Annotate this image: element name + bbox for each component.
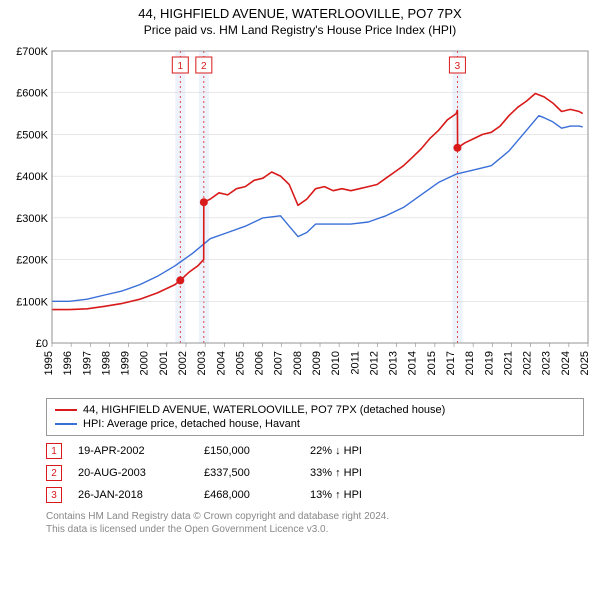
svg-text:£200K: £200K <box>16 255 48 267</box>
svg-text:2018: 2018 <box>464 351 476 375</box>
svg-text:1998: 1998 <box>100 351 112 375</box>
legend-row-hpi: HPI: Average price, detached house, Hava… <box>55 417 575 431</box>
sale-marker-1: 1 <box>46 443 62 459</box>
sale-row: 2 20-AUG-2003 £337,500 33% ↑ HPI <box>46 462 566 484</box>
legend-swatch-hpi <box>55 423 77 425</box>
svg-text:1: 1 <box>178 61 184 72</box>
footnote-line-2: This data is licensed under the Open Gov… <box>46 523 566 536</box>
chart-container: £0 £100K £200K £300K £400K £500K £600K £700K 199… <box>4 45 596 392</box>
svg-text:£0: £0 <box>36 338 48 350</box>
sale-price: £337,500 <box>204 467 294 479</box>
svg-text:£500K: £500K <box>16 129 48 141</box>
svg-text:1997: 1997 <box>81 351 93 375</box>
svg-text:2007: 2007 <box>273 351 285 375</box>
svg-text:2004: 2004 <box>215 351 227 375</box>
svg-text:£100K: £100K <box>16 296 48 308</box>
svg-text:1996: 1996 <box>62 351 74 375</box>
svg-text:2008: 2008 <box>292 351 304 375</box>
svg-text:£600K: £600K <box>16 88 48 100</box>
legend: 44, HIGHFIELD AVENUE, WATERLOOVILLE, PO7… <box>46 398 584 436</box>
sale-price: £150,000 <box>204 445 294 457</box>
svg-text:2: 2 <box>201 61 207 72</box>
svg-text:2013: 2013 <box>388 351 400 375</box>
footnote: Contains HM Land Registry data © Crown c… <box>46 510 566 536</box>
sale-price: £468,000 <box>204 489 294 501</box>
svg-text:2021: 2021 <box>502 351 514 375</box>
svg-text:2010: 2010 <box>330 351 342 375</box>
page-title: 44, HIGHFIELD AVENUE, WATERLOOVILLE, PO7… <box>4 6 596 21</box>
page-subtitle: Price paid vs. HM Land Registry's House … <box>4 23 596 37</box>
svg-text:2019: 2019 <box>483 351 495 375</box>
sale-date: 26-JAN-2018 <box>78 489 188 501</box>
sale-date: 19-APR-2002 <box>78 445 188 457</box>
sale-row: 1 19-APR-2002 £150,000 22% ↓ HPI <box>46 440 566 462</box>
svg-text:3: 3 <box>455 61 461 72</box>
legend-swatch-property <box>55 409 77 411</box>
legend-label-property: 44, HIGHFIELD AVENUE, WATERLOOVILLE, PO7… <box>83 404 445 416</box>
svg-text:2025: 2025 <box>579 351 591 375</box>
sale-marker-2: 2 <box>46 465 62 481</box>
sale-delta: 33% ↑ HPI <box>310 467 420 479</box>
sales-table: 1 19-APR-2002 £150,000 22% ↓ HPI 2 20-AUG-200… <box>46 440 566 506</box>
sale-date: 20-AUG-2003 <box>78 467 188 479</box>
svg-text:2001: 2001 <box>158 351 170 375</box>
svg-text:£300K: £300K <box>16 213 48 225</box>
svg-text:1995: 1995 <box>43 351 55 375</box>
svg-text:2003: 2003 <box>196 351 208 375</box>
svg-text:£400K: £400K <box>16 171 48 183</box>
legend-row-property: 44, HIGHFIELD AVENUE, WATERLOOVILLE, PO7… <box>55 403 575 417</box>
svg-text:2002: 2002 <box>177 351 189 375</box>
svg-text:2017: 2017 <box>445 351 457 375</box>
svg-text:2015: 2015 <box>426 351 438 375</box>
svg-text:2009: 2009 <box>311 351 323 375</box>
svg-text:2011: 2011 <box>349 351 361 375</box>
svg-text:2006: 2006 <box>254 351 266 375</box>
svg-text:2022: 2022 <box>522 351 534 375</box>
svg-text:2012: 2012 <box>368 351 380 375</box>
svg-text:2005: 2005 <box>234 351 246 375</box>
sale-delta: 13% ↑ HPI <box>310 489 420 501</box>
sale-marker-3: 3 <box>46 487 62 503</box>
svg-text:2024: 2024 <box>560 351 572 375</box>
svg-text:1999: 1999 <box>120 351 132 375</box>
sale-delta: 22% ↓ HPI <box>310 445 420 457</box>
legend-label-hpi: HPI: Average price, detached house, Hava… <box>83 418 300 430</box>
footnote-line-1: Contains HM Land Registry data © Crown c… <box>46 510 566 523</box>
svg-text:2014: 2014 <box>407 351 419 375</box>
sale-row: 3 26-JAN-2018 £468,000 13% ↑ HPI <box>46 484 566 506</box>
svg-text:2023: 2023 <box>541 351 553 375</box>
price-chart: £0 £100K £200K £300K £400K £500K £600K £700K 199… <box>4 45 596 389</box>
svg-text:2000: 2000 <box>139 351 151 375</box>
svg-text:£700K: £700K <box>16 46 48 58</box>
